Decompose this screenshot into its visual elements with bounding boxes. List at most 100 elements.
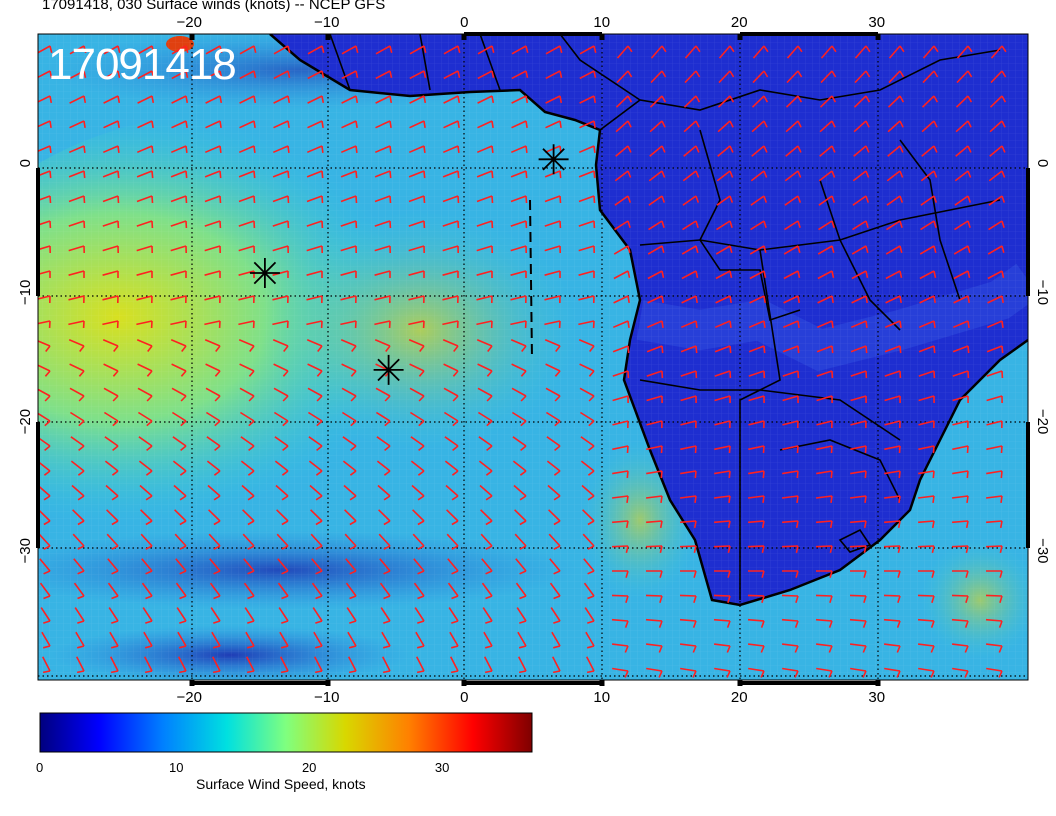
wind-barb: [816, 395, 833, 404]
wind-barb: [853, 95, 871, 108]
wind-barb: [748, 395, 765, 404]
wind-barb: [306, 339, 323, 352]
wind-barb: [413, 558, 425, 575]
wind-barb: [483, 656, 493, 674]
wind-barb: [513, 484, 527, 501]
wind-barb: [579, 120, 596, 129]
wind-barb: [615, 120, 632, 133]
wind-barb: [748, 667, 765, 678]
wind-barb: [917, 618, 935, 628]
wind-barb: [342, 436, 357, 452]
wind-barb: [343, 484, 357, 501]
wind-barb: [885, 245, 903, 255]
wind-barb: [920, 170, 938, 182]
wind-barb: [103, 387, 119, 402]
wind-barb: [107, 582, 119, 600]
wind-barb: [137, 120, 154, 129]
wind-barb: [210, 607, 221, 624]
wind-barb: [443, 120, 460, 129]
wind-barb: [714, 370, 732, 379]
wind-barb: [239, 387, 255, 402]
wind-barb: [645, 545, 663, 553]
wind-barb: [346, 607, 357, 624]
wind-barb: [239, 120, 256, 129]
wind-barb: [340, 270, 357, 278]
wind-barb: [988, 170, 1006, 182]
lon-tick-label: 10: [593, 689, 610, 706]
wind-barb: [476, 170, 494, 179]
lon-tick-label: −10: [314, 14, 339, 31]
wind-barb: [613, 245, 631, 255]
wind-barb: [477, 70, 495, 80]
lat-tick-label: −20: [17, 409, 34, 434]
wind-barb: [713, 545, 731, 553]
wind-barb: [446, 533, 459, 550]
wind-barb: [783, 295, 800, 304]
wind-barb: [204, 320, 221, 329]
wind-barb: [781, 594, 799, 603]
wind-barb: [883, 618, 901, 628]
wind-barb: [888, 45, 905, 59]
wind-barb: [272, 320, 289, 329]
wind-barb: [204, 195, 222, 204]
wind-barb: [376, 436, 391, 452]
wind-barb: [819, 145, 836, 157]
wind-barb: [612, 470, 629, 479]
wind-barb: [310, 509, 323, 526]
wind-barb: [447, 582, 459, 600]
wind-barb: [684, 45, 701, 59]
wind-barb: [816, 570, 833, 578]
wind-barb: [276, 509, 289, 526]
wind-barb: [374, 339, 391, 352]
wind-barb: [73, 558, 85, 575]
wind-barb: [714, 520, 731, 529]
wind-barb: [272, 339, 289, 352]
wind-barb: [68, 339, 85, 352]
wind-field: [38, 34, 1028, 680]
wind-barb: [103, 95, 121, 104]
wind-barb: [143, 631, 153, 649]
wind-barb: [378, 509, 391, 526]
lon-tick-label: −10: [314, 689, 339, 706]
colorbar-tick-label: 10: [168, 760, 184, 775]
wind-barb: [105, 484, 119, 501]
wind-barb: [477, 45, 495, 55]
wind-barb: [815, 545, 833, 553]
wind-barb: [205, 363, 221, 377]
wind-barb: [715, 270, 733, 280]
wind-barb: [306, 245, 323, 254]
wind-barb: [781, 618, 799, 628]
wind-barb: [138, 436, 153, 452]
wind-barb: [545, 45, 563, 55]
wind-barb: [922, 70, 939, 84]
wind-barb: [682, 170, 700, 182]
wind-barb: [102, 320, 119, 329]
wind-barb: [918, 395, 935, 404]
wind-barb: [718, 45, 735, 59]
lat-labels-right: 0 −10 −20 −30: [1034, 159, 1051, 563]
wind-barb: [309, 484, 323, 501]
wind-barb: [952, 420, 969, 429]
wind-barb: [273, 387, 289, 402]
wind-barb: [613, 295, 630, 304]
wind-barb: [784, 220, 801, 231]
wind-barb: [611, 618, 629, 628]
wind-barb: [39, 582, 51, 600]
wind-barb: [344, 509, 357, 526]
wind-barb: [109, 631, 119, 649]
wind-barb: [205, 45, 223, 55]
wind-barb: [953, 245, 971, 255]
wind-barb: [612, 667, 629, 678]
wind-barb: [272, 270, 289, 278]
wind-barb: [241, 484, 255, 501]
wind-barb: [517, 656, 527, 674]
wind-barb: [511, 120, 528, 129]
wind-barb: [884, 345, 902, 354]
wind-barb: [612, 570, 629, 578]
wind-barb: [850, 395, 867, 404]
wind-barb: [345, 582, 357, 600]
wind-barb: [238, 320, 255, 329]
wind-barb: [952, 667, 969, 678]
wind-barb: [171, 120, 188, 129]
wind-barb: [548, 509, 561, 526]
